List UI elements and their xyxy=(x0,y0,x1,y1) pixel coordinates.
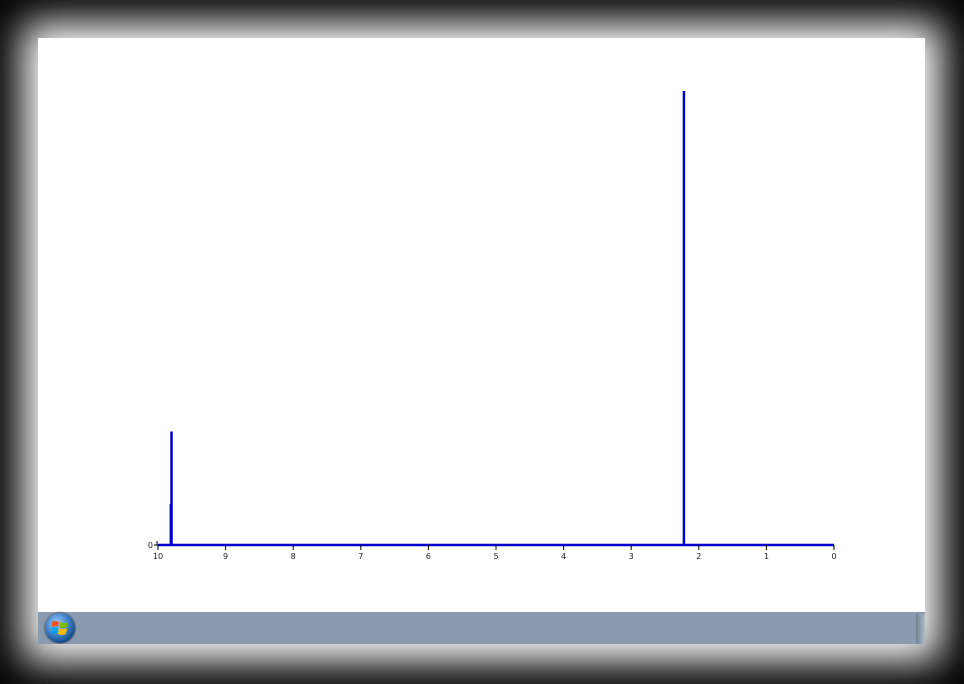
x-tick-label: 10 xyxy=(153,552,163,561)
spectrum-chart: 10 9 8 7 6 5 4 3 2 1 00 xyxy=(148,91,837,561)
x-tick-label: 4 xyxy=(561,552,566,561)
x-tick-label: 5 xyxy=(493,552,498,561)
x-tick-label: 2 xyxy=(696,552,701,561)
x-tick-label: 6 xyxy=(426,552,431,561)
y-tick-label: 0 xyxy=(148,541,153,550)
taskbar xyxy=(38,612,925,644)
x-tick-label: 7 xyxy=(358,552,363,561)
x-tick-label: 3 xyxy=(629,552,634,561)
x-tick-label: 0 xyxy=(831,552,836,561)
spectrum-plot: 10 9 8 7 6 5 4 3 2 1 0 0 xyxy=(38,38,925,612)
x-tick-label: 9 xyxy=(223,552,228,561)
windows-start-orb-icon xyxy=(51,621,68,635)
show-desktop-button[interactable] xyxy=(916,614,925,644)
desktop-screen: 10 9 8 7 6 5 4 3 2 1 0 0 xyxy=(38,38,925,644)
x-tick-label: 8 xyxy=(291,552,296,561)
start-button[interactable] xyxy=(45,613,75,643)
x-tick-label: 1 xyxy=(764,552,769,561)
